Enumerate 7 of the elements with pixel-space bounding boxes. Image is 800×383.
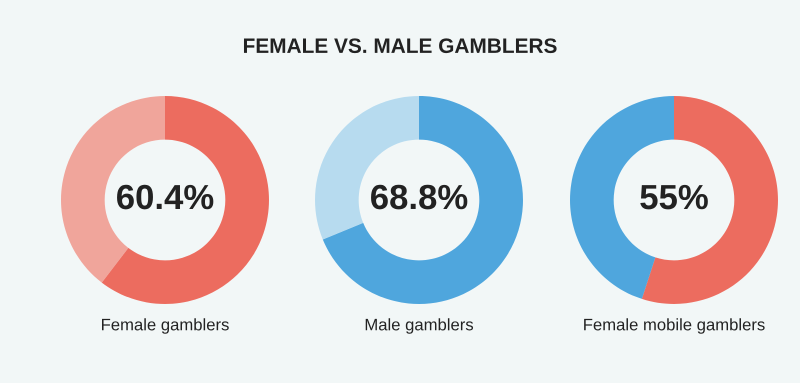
text: Female mobile gamblers: [584, 318, 765, 334]
text: 55%: [640, 184, 708, 210]
text: 60.4%: [117, 184, 214, 210]
text: Male gamblers: [366, 318, 474, 334]
text: Female gamblers: [102, 318, 229, 334]
text: 68.8%: [371, 184, 468, 210]
text: FEMALE VS. MALE GAMBLERS: [244, 38, 557, 54]
